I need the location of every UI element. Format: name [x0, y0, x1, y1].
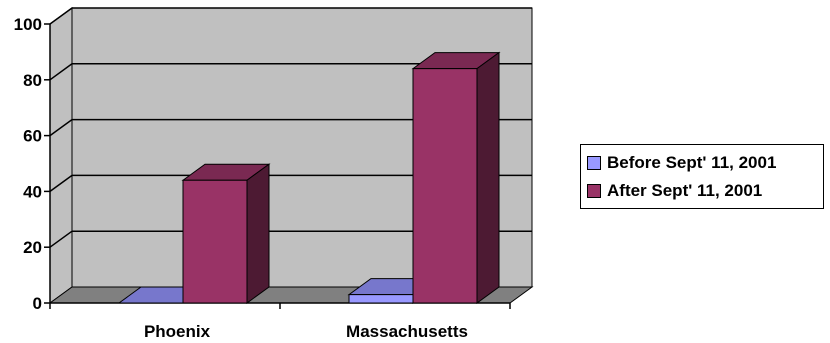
side-wall: [49, 7, 73, 304]
axis-labels: 0 20 40 60 80 100 Phoenix Massachusetts: [14, 15, 468, 341]
y-tick-label-40: 40: [23, 182, 42, 201]
bar-side: [476, 51, 500, 304]
legend-item-before: Before Sept' 11, 2001: [587, 149, 817, 177]
gridline-60: [49, 118, 532, 137]
bar-0-1: [181, 163, 271, 304]
y-tick-label-20: 20: [23, 238, 42, 257]
legend-label-before: Before Sept' 11, 2001: [607, 153, 777, 172]
y-tick-label-0: 0: [33, 294, 42, 313]
bar-front: [182, 179, 248, 304]
category-label-0: Phoenix: [144, 322, 211, 341]
bar-front: [348, 294, 414, 304]
legend-item-after: After Sept' 11, 2001: [587, 177, 817, 205]
bar-side: [246, 163, 270, 304]
grid-lines: [49, 7, 532, 248]
legend-swatch-before: [587, 156, 601, 170]
bars: [117, 51, 501, 304]
legend: Before Sept' 11, 2001 After Sept' 11, 20…: [580, 144, 824, 209]
gridline-80: [49, 63, 532, 81]
category-label-1: Massachusetts: [346, 322, 468, 341]
legend-swatch-after: [587, 184, 601, 198]
y-tick-label-60: 60: [23, 127, 42, 146]
gridline-40: [49, 174, 532, 193]
gridline-100: [49, 7, 532, 25]
legend-label-after: After Sept' 11, 2001: [607, 181, 763, 200]
bar-front: [412, 68, 478, 304]
y-tick-label-80: 80: [23, 71, 42, 90]
bar-1-1: [411, 51, 501, 304]
y-tick-label-100: 100: [14, 15, 42, 34]
gridline-20: [49, 230, 532, 248]
